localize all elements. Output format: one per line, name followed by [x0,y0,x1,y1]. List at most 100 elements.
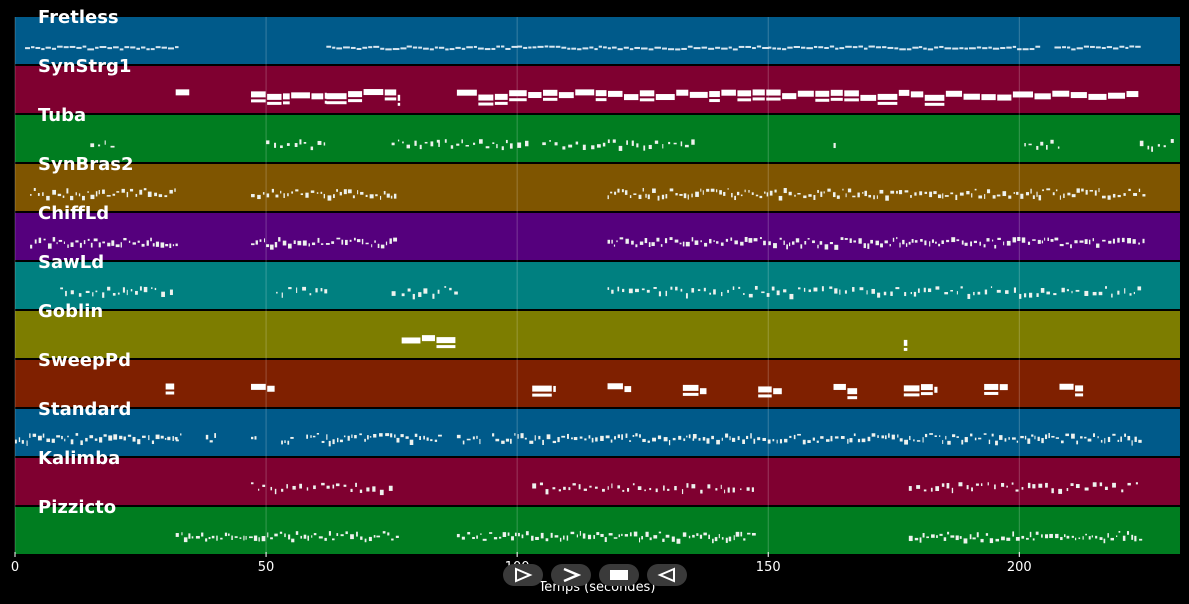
note [1008,195,1012,199]
note [675,48,681,51]
note [766,192,769,197]
note [302,286,307,291]
note [363,89,384,96]
note-segment [251,91,290,105]
note [766,97,781,101]
note [1051,435,1055,438]
note [456,434,461,439]
note [449,48,455,51]
note [935,241,937,244]
note [257,194,261,200]
note [251,243,255,246]
note [789,435,792,438]
note [143,286,148,293]
note [262,484,266,487]
note [652,437,657,442]
note [80,440,83,446]
note [42,433,45,438]
note [368,536,372,542]
note-segment [607,285,1142,300]
note [1157,144,1160,147]
track-label-fretless: Fretless [38,7,119,28]
note [126,191,129,198]
note [142,435,146,438]
note [1067,46,1071,49]
note [582,47,589,50]
note [312,435,316,438]
note [111,240,115,246]
note [517,45,523,48]
note [310,435,312,438]
track-kalimba [15,458,1180,505]
note [1128,188,1131,192]
note [305,192,309,198]
note [1016,191,1019,195]
note [568,487,571,491]
note [1104,438,1106,444]
note [1117,439,1120,442]
note [808,194,812,197]
note [602,488,605,492]
note [167,47,175,50]
note [535,536,539,541]
note [1058,488,1063,494]
play-reverse-button[interactable] [647,564,687,586]
note [797,192,801,195]
note [641,288,645,291]
note [623,46,629,49]
note [325,243,330,245]
note [478,94,494,101]
note [974,437,977,441]
note [393,237,398,242]
note [270,486,273,491]
note [365,194,368,197]
note [528,92,542,99]
note [154,192,158,197]
note [161,46,167,49]
track-label-sawld: SawLd [38,252,105,273]
note [437,289,440,294]
note [709,91,720,98]
note [1055,437,1060,439]
note [899,438,903,442]
note [1011,482,1014,485]
note [119,48,124,51]
note [379,489,384,496]
note [892,237,895,242]
play-forward-button[interactable] [503,564,543,586]
note [973,240,978,244]
fast-forward-button[interactable] [551,564,591,586]
note [964,47,968,50]
note [578,484,581,490]
note [47,243,52,249]
note [282,240,287,246]
note [283,193,285,198]
note [478,102,494,106]
note [751,487,754,492]
note [662,144,664,149]
note [146,48,150,51]
note [1084,487,1089,491]
note [517,142,522,148]
note [923,287,926,293]
note [738,45,745,48]
note [941,483,945,487]
note [509,98,527,102]
note [771,286,775,291]
note [467,532,471,535]
note [1126,91,1139,98]
note [251,482,254,485]
note [987,482,989,486]
note [379,433,383,437]
note [695,191,699,197]
note [64,438,66,442]
note [107,47,113,50]
note [290,436,294,439]
note [1027,241,1031,245]
note [320,191,323,194]
note [903,347,908,351]
note [1125,46,1129,49]
note-segment [903,384,938,397]
note [545,489,549,495]
stop-button[interactable] [599,564,639,586]
